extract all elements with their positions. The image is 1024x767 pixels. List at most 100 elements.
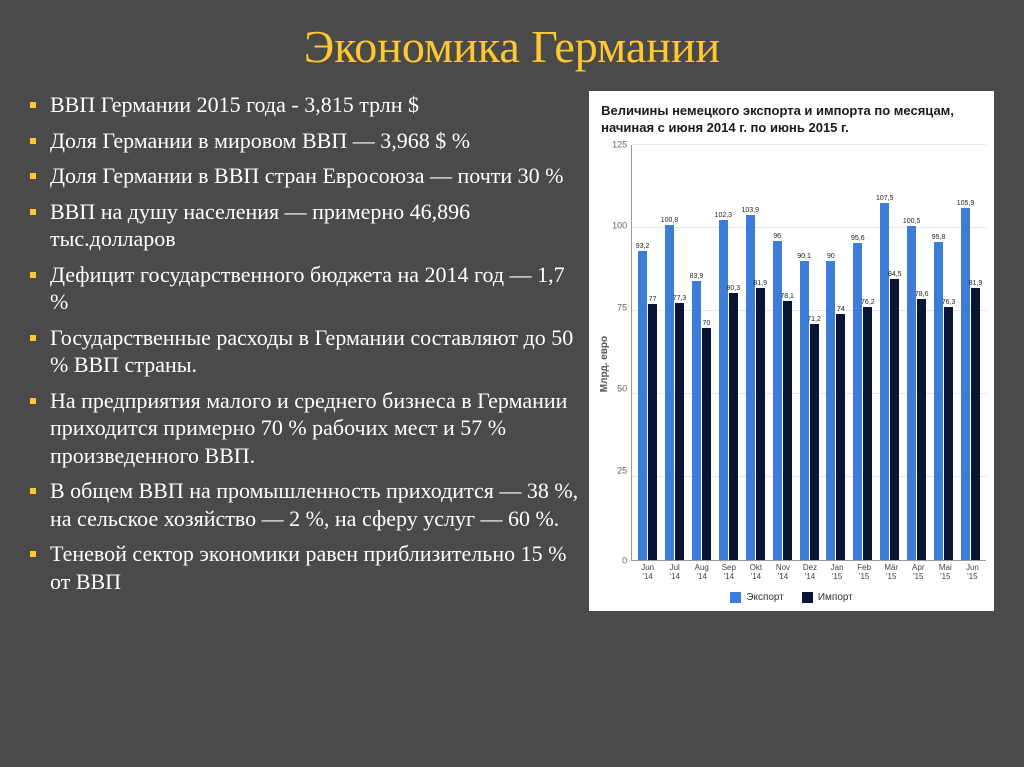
bar-export: 100,8 (665, 225, 674, 560)
bar-value-label: 80,3 (727, 285, 741, 292)
bar-value-label: 70 (703, 320, 711, 327)
bar-import: 76,3 (944, 307, 953, 561)
bar-export: 103,9 (746, 215, 755, 560)
bar-group: 100,578,6 (903, 145, 930, 561)
bar-value-label: 102,3 (715, 212, 733, 219)
x-tick-label: Nov'14 (769, 561, 796, 582)
list-item: Доля Германии в мировом ВВП — 3,968 $ % (30, 127, 579, 155)
bar-value-label: 74 (837, 306, 845, 313)
bar-value-label: 76,3 (942, 299, 956, 306)
x-tick-label: Dez'14 (796, 561, 823, 582)
y-axis-label: Млрд. евро (597, 145, 612, 582)
y-tick: 25 (612, 466, 627, 475)
bullet-icon (30, 102, 36, 108)
bar-export: 93,2 (638, 251, 647, 561)
x-tick-label: Sep'14 (715, 561, 742, 582)
slide: Экономика Германии ВВП Германии 2015 год… (0, 0, 1024, 767)
list-item: На предприятия малого и среднего бизнеса… (30, 387, 579, 470)
bar-import: 81,9 (756, 288, 765, 560)
bar-import: 77,3 (675, 303, 684, 560)
y-tick: 50 (612, 385, 627, 394)
bar-value-label: 100,5 (903, 218, 921, 225)
bullet-text: Теневой сектор экономики равен приблизит… (50, 540, 579, 595)
content-row: ВВП Германии 2015 года - 3,815 трлн $ До… (30, 91, 994, 747)
chart-title: Величины немецкого экспорта и импорта по… (597, 103, 986, 145)
legend-export: Экспорт (730, 592, 784, 603)
list-item: В общем ВВП на промышленность приходится… (30, 477, 579, 532)
legend-swatch-export (730, 592, 741, 603)
x-tick-label: Mai'15 (932, 561, 959, 582)
y-tick: 125 (612, 140, 627, 149)
bullet-text: ВВП Германии 2015 года - 3,815 трлн $ (50, 91, 419, 119)
legend-swatch-import (802, 592, 813, 603)
bar-value-label: 93,2 (636, 243, 650, 250)
x-tick-label: Apr'15 (905, 561, 932, 582)
x-tick-label: Jun'14 (634, 561, 661, 582)
bullet-list: ВВП Германии 2015 года - 3,815 трлн $ До… (30, 91, 589, 747)
bar-import: 76,2 (863, 307, 872, 560)
list-item: ВВП на душу населения — примерно 46,896 … (30, 198, 579, 253)
bar-export: 90,1 (800, 261, 809, 561)
bar-export: 100,5 (907, 226, 916, 560)
bar-import: 84,5 (890, 279, 899, 560)
bar-import: 74 (836, 314, 845, 560)
bar-value-label: 100,8 (661, 217, 679, 224)
bullet-icon (30, 173, 36, 179)
bar-value-label: 78,1 (780, 293, 794, 300)
bar-import: 81,9 (971, 288, 980, 560)
bar-export: 95,6 (853, 243, 862, 561)
bar-value-label: 71,2 (807, 316, 821, 323)
legend-label: Импорт (818, 592, 853, 603)
bar-value-label: 95,8 (932, 234, 946, 241)
bullet-icon (30, 209, 36, 215)
bar-export: 102,3 (719, 220, 728, 560)
bullet-text: Доля Германии в мировом ВВП — 3,968 $ % (50, 127, 470, 155)
bar-value-label: 78,6 (915, 291, 929, 298)
x-tick-label: Jul'14 (661, 561, 688, 582)
bar-value-label: 96 (773, 233, 781, 240)
bullet-icon (30, 551, 36, 557)
bar-group: 9074 (822, 145, 849, 561)
slide-title: Экономика Германии (30, 20, 994, 73)
bar-value-label: 95,6 (851, 235, 865, 242)
bar-value-label: 90 (827, 253, 835, 260)
legend-label: Экспорт (746, 592, 784, 603)
bar-import: 71,2 (810, 324, 819, 561)
bar-group: 93,277 (634, 145, 661, 561)
list-item: Теневой сектор экономики равен приблизит… (30, 540, 579, 595)
chart-grid: 93,277100,877,383,970102,380,3103,981,99… (631, 145, 986, 562)
bar-group: 90,171,2 (796, 145, 823, 561)
list-item: Государственные расходы в Германии соста… (30, 324, 579, 379)
x-labels: Jun'14Jul'14Aug'14Sep'14Okt'14Nov'14Dez'… (612, 561, 986, 582)
chart-panel: Величины немецкого экспорта и импорта по… (589, 91, 994, 611)
bar-export: 96 (773, 241, 782, 560)
bar-value-label: 77 (649, 296, 657, 303)
bar-import: 77 (648, 304, 657, 560)
x-tick-label: Feb'15 (851, 561, 878, 582)
bar-import: 78,6 (917, 299, 926, 560)
bullet-icon (30, 335, 36, 341)
x-tick-label: Aug'14 (688, 561, 715, 582)
bar-export: 90 (826, 261, 835, 560)
bullet-icon (30, 272, 36, 278)
bar-export: 95,8 (934, 242, 943, 561)
x-tick-label: Jun'15 (959, 561, 986, 582)
x-tick-label: Mär'15 (878, 561, 905, 582)
bar-value-label: 105,9 (957, 200, 975, 207)
bar-value-label: 81,9 (969, 280, 983, 287)
bullet-text: Государственные расходы в Германии соста… (50, 324, 579, 379)
list-item: ВВП Германии 2015 года - 3,815 трлн $ (30, 91, 579, 119)
bullet-icon (30, 398, 36, 404)
bullet-text: В общем ВВП на промышленность приходится… (50, 477, 579, 532)
bar-import: 78,1 (783, 301, 792, 561)
bar-export: 83,9 (692, 281, 701, 560)
bar-value-label: 77,3 (673, 295, 687, 302)
list-item: Дефицит государственного бюджета на 2014… (30, 261, 579, 316)
bullet-text: Доля Германии в ВВП стран Евросоюза — по… (50, 162, 563, 190)
bar-value-label: 107,5 (876, 195, 894, 202)
bar-group: 105,9 81,9 (957, 145, 984, 561)
bullet-icon (30, 138, 36, 144)
bar-import: 80,3 (729, 293, 738, 560)
bar-value-label: 103,9 (741, 207, 759, 214)
bar-import: 70 (702, 328, 711, 561)
